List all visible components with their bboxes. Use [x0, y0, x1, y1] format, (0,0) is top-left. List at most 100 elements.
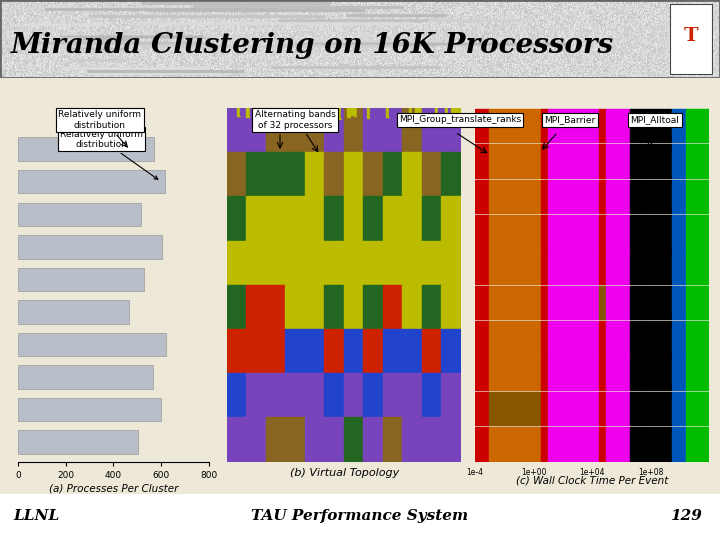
Bar: [541, 215, 548, 248]
Bar: [548, 180, 599, 213]
Bar: [246, 417, 266, 462]
Bar: [402, 285, 422, 329]
Bar: [642, 321, 672, 355]
Bar: [441, 197, 461, 241]
Bar: [272, 108, 276, 117]
Bar: [475, 251, 490, 284]
Bar: [441, 241, 461, 285]
Bar: [599, 180, 606, 213]
Bar: [386, 108, 390, 117]
Bar: [490, 144, 541, 178]
Bar: [441, 329, 461, 373]
Bar: [246, 108, 250, 117]
Bar: [599, 427, 606, 461]
Bar: [630, 180, 642, 213]
Bar: [642, 286, 672, 319]
Bar: [686, 286, 709, 319]
Bar: [337, 108, 341, 118]
Bar: [324, 373, 344, 417]
Bar: [599, 109, 606, 143]
Text: (c) Wall Clock Time Per Event: (c) Wall Clock Time Per Event: [516, 475, 668, 485]
Bar: [305, 108, 308, 116]
Bar: [246, 373, 266, 417]
Bar: [344, 329, 364, 373]
Bar: [330, 108, 334, 116]
Bar: [246, 152, 266, 197]
Bar: [402, 108, 422, 152]
Bar: [475, 215, 490, 248]
Bar: [360, 108, 364, 116]
Bar: [305, 417, 324, 462]
Bar: [396, 108, 399, 118]
Bar: [441, 417, 461, 462]
Bar: [599, 286, 606, 319]
Bar: [266, 108, 269, 117]
Bar: [412, 108, 415, 116]
Bar: [246, 285, 266, 329]
Bar: [475, 286, 490, 319]
Bar: [402, 152, 422, 197]
Bar: [399, 108, 402, 116]
Bar: [541, 180, 548, 213]
Text: TAU Performance System: TAU Performance System: [251, 509, 469, 523]
Bar: [548, 356, 599, 390]
Bar: [606, 144, 629, 178]
Bar: [344, 108, 347, 118]
Bar: [541, 144, 548, 178]
Bar: [366, 108, 370, 118]
X-axis label: (a) Processes Per Cluster: (a) Processes Per Cluster: [49, 484, 178, 494]
Bar: [351, 108, 354, 116]
Bar: [18, 366, 153, 389]
Bar: [457, 108, 461, 118]
Bar: [402, 241, 422, 285]
Bar: [285, 108, 289, 117]
Bar: [606, 251, 629, 284]
Bar: [269, 108, 272, 116]
Bar: [227, 152, 246, 197]
Bar: [305, 373, 324, 417]
Bar: [285, 108, 305, 152]
Bar: [344, 373, 364, 417]
Bar: [438, 108, 441, 116]
Bar: [606, 356, 629, 390]
Bar: [282, 108, 285, 117]
Bar: [18, 300, 129, 323]
Bar: [686, 356, 709, 390]
Bar: [548, 144, 599, 178]
Bar: [548, 251, 599, 284]
Bar: [318, 108, 321, 118]
Bar: [285, 197, 305, 241]
Bar: [422, 329, 441, 373]
Bar: [490, 180, 541, 213]
Bar: [672, 251, 686, 284]
Bar: [383, 285, 402, 329]
Bar: [305, 285, 324, 329]
Bar: [454, 108, 457, 118]
Bar: [315, 108, 318, 117]
Bar: [548, 392, 599, 426]
Bar: [364, 152, 383, 197]
Text: 1e-4: 1e-4: [467, 468, 484, 477]
Bar: [305, 197, 324, 241]
Bar: [409, 108, 412, 116]
Bar: [266, 241, 285, 285]
Bar: [672, 321, 686, 355]
Bar: [422, 241, 441, 285]
Bar: [344, 417, 364, 462]
Bar: [490, 427, 541, 461]
Bar: [672, 392, 686, 426]
Bar: [324, 152, 344, 197]
Bar: [402, 417, 422, 462]
Bar: [642, 427, 672, 461]
Bar: [418, 108, 422, 117]
Bar: [541, 109, 548, 143]
Bar: [415, 108, 418, 117]
Bar: [383, 108, 402, 152]
Bar: [305, 108, 324, 152]
Bar: [548, 286, 599, 319]
Bar: [490, 251, 541, 284]
Bar: [18, 170, 165, 193]
Bar: [548, 215, 599, 248]
Bar: [686, 251, 709, 284]
Bar: [364, 241, 383, 285]
